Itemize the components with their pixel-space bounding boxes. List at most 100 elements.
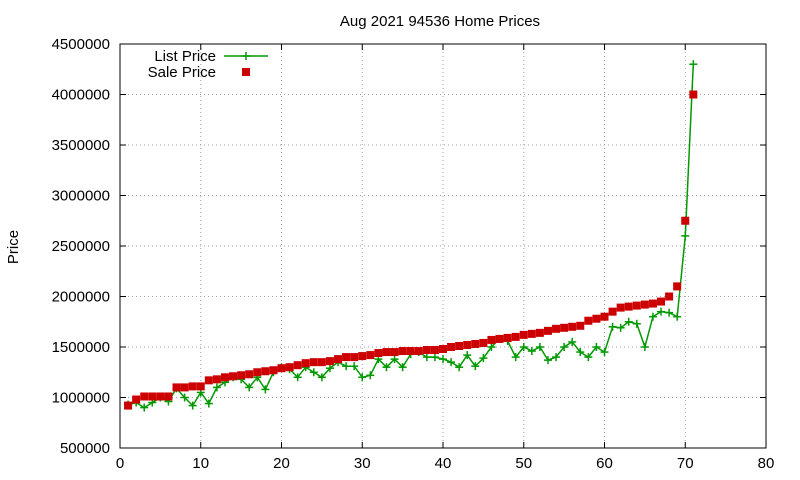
- sale-price-point: [673, 282, 682, 291]
- sale-price-point: [196, 382, 205, 391]
- sale-price-point: [277, 364, 286, 373]
- sale-price-point: [511, 332, 520, 341]
- list-price-point: [479, 354, 488, 363]
- legend-marker-sale-price: [242, 68, 250, 76]
- legend-label-sale-price: Sale Price: [148, 64, 216, 81]
- list-price-point: [422, 353, 431, 362]
- sale-price-point: [608, 307, 617, 316]
- list-price-point: [560, 343, 569, 351]
- list-price-point: [309, 368, 318, 377]
- y-tick-label: 2500000: [52, 238, 110, 255]
- y-tick-label: 4000000: [52, 87, 110, 104]
- sale-price-point: [616, 303, 625, 312]
- sale-price-point: [212, 375, 221, 384]
- sale-price-point: [568, 322, 577, 331]
- x-tick-label: 30: [354, 455, 371, 472]
- list-price-point: [673, 312, 682, 321]
- list-price-point: [568, 337, 577, 346]
- chart-title: Aug 2021 94536 Home Prices: [340, 13, 540, 30]
- axis-layer: 500000 1000000 1500000 2000000 2500000 300000…: [52, 36, 775, 472]
- list-price-point: [689, 60, 698, 69]
- list-price-point: [576, 348, 585, 357]
- sale-price-point: [406, 347, 415, 356]
- list-price-point: [358, 373, 367, 382]
- list-price-point: [608, 322, 617, 331]
- list-price-point: [204, 399, 213, 408]
- sale-price-point: [519, 330, 528, 339]
- sale-price-point: [342, 353, 351, 362]
- sale-price-point: [269, 366, 278, 375]
- sale-price-point: [124, 401, 133, 410]
- sale-price-point: [156, 392, 165, 401]
- sale-price-point: [422, 346, 431, 355]
- sale-price-point: [471, 339, 480, 348]
- list-price-point: [665, 308, 674, 317]
- sale-price-point: [535, 328, 544, 337]
- sale-price-point: [253, 368, 262, 377]
- sale-price-point: [527, 329, 536, 338]
- list-price-point: [624, 317, 633, 326]
- list-price-point: [600, 348, 609, 357]
- sale-price-point: [358, 352, 367, 361]
- sale-price-point: [245, 370, 254, 379]
- list-price-point: [487, 343, 496, 351]
- y-tick-label: 2000000: [52, 289, 110, 306]
- list-price-point: [632, 319, 641, 328]
- list-price-point: [245, 383, 254, 392]
- x-tick-label: 20: [273, 455, 290, 472]
- sale-price-point: [301, 359, 310, 368]
- list-price-point: [212, 383, 221, 392]
- x-tick-label: 50: [515, 455, 532, 472]
- x-tick-label: 70: [677, 455, 694, 472]
- list-price-point: [681, 231, 690, 240]
- sale-price-point: [430, 346, 439, 355]
- list-price-point: [455, 363, 464, 372]
- sale-price-point: [180, 383, 189, 392]
- list-price-point: [325, 364, 334, 373]
- list-price-point: [398, 363, 407, 372]
- list-price-point: [471, 362, 480, 371]
- sale-price-point: [285, 363, 294, 372]
- list-price-point: [180, 393, 189, 402]
- sale-price-point: [455, 341, 464, 350]
- list-price-point: [439, 355, 447, 364]
- sale-price-point: [495, 334, 504, 343]
- sale-price-point: [487, 335, 496, 344]
- list-price-point: [463, 351, 472, 360]
- x-tick-label: 0: [116, 455, 124, 472]
- list-price-point: [535, 343, 544, 351]
- sale-price-point: [648, 299, 657, 308]
- sale-price-point: [681, 216, 690, 225]
- list-price-point: [648, 312, 657, 321]
- list-price-point: [657, 307, 666, 316]
- list-price-point: [188, 401, 197, 410]
- sale-price-point: [293, 361, 302, 370]
- x-tick-label: 60: [596, 455, 613, 472]
- sale-price-point: [576, 321, 585, 330]
- sale-price-point: [237, 371, 246, 380]
- list-price-point: [261, 385, 270, 394]
- sale-price-point: [309, 358, 318, 367]
- list-price-point: [552, 353, 561, 362]
- y-axis-label: Price: [5, 230, 22, 264]
- x-tick-label: 40: [435, 455, 452, 472]
- sale-price-point: [220, 373, 229, 382]
- list-price-point: [430, 353, 439, 362]
- sale-price-point: [592, 314, 601, 323]
- y-tick-label: 500000: [60, 440, 110, 457]
- x-tick-label: 80: [758, 455, 775, 472]
- sale-price-point: [600, 312, 609, 321]
- sale-price-point: [398, 347, 407, 356]
- sale-price-point: [624, 302, 633, 311]
- list-price-point: [366, 371, 375, 380]
- sale-price-point: [132, 395, 141, 404]
- legend-marker-list-price: [242, 52, 250, 60]
- series-layer: [124, 60, 698, 412]
- sale-price-point: [390, 348, 399, 357]
- list-price-point: [140, 403, 149, 412]
- sale-price-point: [148, 392, 157, 401]
- sale-price-point: [374, 349, 383, 358]
